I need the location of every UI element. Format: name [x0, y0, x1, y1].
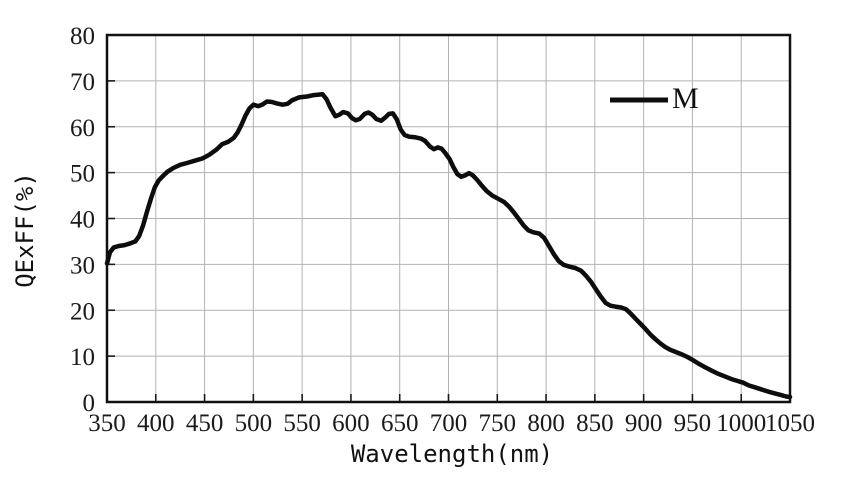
curve-series-M	[104, 91, 793, 400]
y-tick-label: 20	[70, 298, 95, 325]
y-tick-label: 70	[70, 69, 95, 96]
x-tick-label: 350	[88, 410, 126, 437]
x-tick-label: 650	[381, 410, 419, 437]
x-tick-label: 800	[527, 410, 565, 437]
x-tick-label: 1000	[716, 410, 766, 437]
y-tick-label: 40	[70, 207, 95, 234]
x-tick-label: 850	[576, 410, 614, 437]
x-tick-label: 750	[479, 410, 517, 437]
x-tick-label: 500	[235, 410, 273, 437]
plot-frame	[105, 33, 792, 404]
x-tick-label: 600	[332, 410, 370, 437]
y-tick-label: 80	[70, 23, 95, 50]
y-tick-label: 30	[70, 252, 95, 279]
y-axis-title: QExFF(%)	[11, 172, 39, 288]
legend-label: M	[672, 82, 699, 115]
y-tick-label: 10	[70, 344, 95, 371]
x-tick-label: 700	[430, 410, 468, 437]
y-tick-label: 0	[83, 390, 96, 417]
x-tick-label: 900	[625, 410, 663, 437]
y-tick-label: 60	[70, 115, 95, 142]
x-tick-label: 450	[186, 410, 224, 437]
x-tick-label: 1050	[765, 410, 815, 437]
y-tick-label: 50	[70, 161, 95, 188]
x-tick-label: 550	[283, 410, 321, 437]
x-tick-label: 950	[674, 410, 712, 437]
x-axis-title: Wavelength(nm)	[350, 440, 554, 468]
x-tick-label: 400	[137, 410, 175, 437]
